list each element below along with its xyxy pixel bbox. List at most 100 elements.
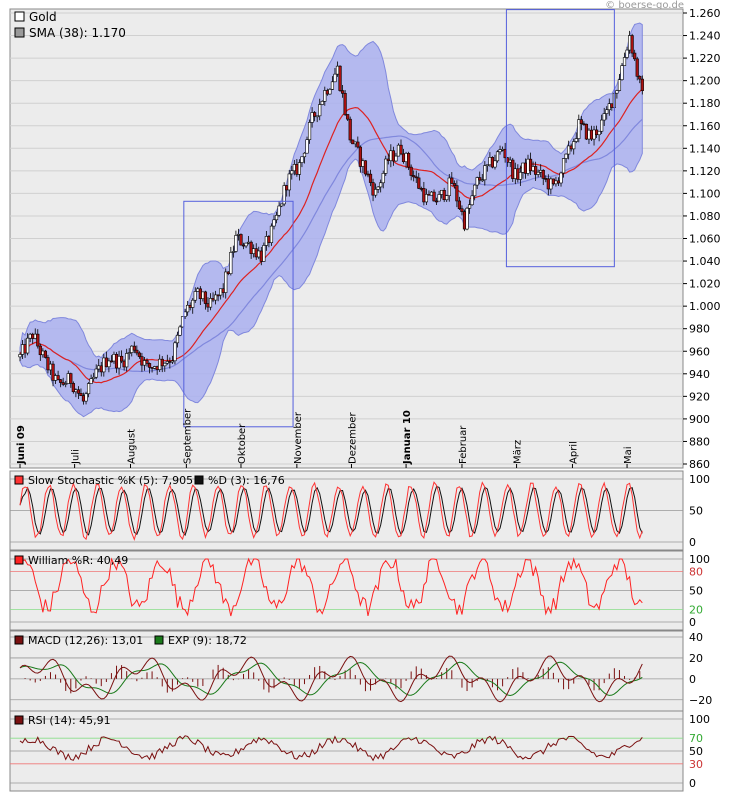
candle-body <box>307 122 312 140</box>
candle-body <box>254 248 258 258</box>
candle-body <box>305 139 309 154</box>
candle-body <box>239 234 243 246</box>
x-tick-label: Januar 10 <box>402 410 413 465</box>
candle-body <box>559 172 563 184</box>
candle-body <box>478 177 482 181</box>
candle-body <box>640 78 644 91</box>
candle-body <box>300 156 304 163</box>
candle-body <box>567 145 571 155</box>
candle-body <box>26 337 30 354</box>
legend-label: SMA (38): 1.170 <box>29 26 126 40</box>
candle-body <box>109 360 114 363</box>
candle-body <box>264 236 268 246</box>
candle-body <box>577 119 581 139</box>
candle-body <box>315 115 319 118</box>
candle-body <box>269 225 274 243</box>
candle-body <box>384 158 388 174</box>
candle-body <box>104 357 108 368</box>
candle-body <box>447 177 451 196</box>
candle-body <box>508 159 512 163</box>
candle-body <box>234 235 238 252</box>
x-tick-label: Mai <box>623 446 634 464</box>
candle-body <box>607 103 611 111</box>
candle-body <box>356 141 360 148</box>
candle-body <box>36 333 40 347</box>
candle-body <box>122 360 126 368</box>
y-tick-label: 0 <box>689 536 696 549</box>
candle-body <box>622 57 627 66</box>
candle-body <box>434 200 439 203</box>
candle-body <box>424 194 429 203</box>
candle-body <box>592 129 596 140</box>
stoch-k-line <box>19 481 643 542</box>
legend-swatch <box>154 635 164 645</box>
y-tick-label: 1.180 <box>689 97 721 110</box>
candle-body <box>526 158 530 174</box>
candle-body <box>285 185 289 191</box>
candle-body <box>140 356 144 366</box>
candle-body <box>615 90 619 94</box>
candle-body <box>53 375 58 381</box>
candle-body <box>546 178 550 190</box>
y-tick-label: 50 <box>689 505 703 518</box>
y-tick-label: 920 <box>689 390 710 403</box>
candle-body <box>61 382 65 385</box>
candle-body <box>630 35 634 54</box>
macd-line <box>19 655 643 703</box>
candle-body <box>638 76 642 80</box>
candle-body <box>371 182 375 196</box>
y-tick-label: 100 <box>689 713 710 726</box>
y-tick-label: 20 <box>689 652 703 665</box>
candle-body <box>600 119 604 132</box>
candle-body <box>490 157 495 168</box>
y-tick-label: 50 <box>689 745 703 758</box>
candle-body <box>241 244 246 247</box>
candle-body <box>399 144 403 155</box>
candle-body <box>310 112 314 123</box>
y-tick-label: 900 <box>689 413 710 426</box>
candle-body <box>41 350 45 356</box>
candle-body <box>594 129 599 136</box>
candle-body <box>196 288 200 292</box>
candle-body <box>224 271 228 293</box>
y-tick-label: 30 <box>689 758 703 771</box>
candle-body <box>442 189 446 201</box>
candle-body <box>325 90 329 95</box>
x-tick-label: November <box>293 411 304 464</box>
candle-body <box>92 376 96 379</box>
candle-body <box>165 361 169 364</box>
candle-body <box>38 345 42 356</box>
candle-body <box>627 35 632 51</box>
y-tick-label: 1.260 <box>689 7 721 20</box>
candle-body <box>437 194 441 202</box>
candle-body <box>142 360 147 366</box>
legend-label: MACD (12,26): 13,01 <box>28 634 143 647</box>
x-tick-label: Juli <box>71 449 82 465</box>
y-tick-label: 980 <box>689 323 710 336</box>
legend-label: Gold <box>29 10 57 24</box>
x-tick-label: Dezember <box>347 412 358 464</box>
candle-body <box>338 65 342 91</box>
candle-body <box>221 288 225 293</box>
candle-body <box>216 294 220 297</box>
candle-body <box>74 389 78 393</box>
rsi-line <box>19 735 643 762</box>
candle-body <box>135 349 139 354</box>
candle-body <box>226 271 230 274</box>
candle-body <box>84 393 88 402</box>
candle-body <box>64 383 68 385</box>
y-tick-label: 100 <box>689 473 710 486</box>
candle-body <box>343 93 347 115</box>
candle-body <box>549 178 553 190</box>
candle-body <box>386 158 390 161</box>
candle-body <box>605 109 609 114</box>
sma-20-line <box>19 88 643 384</box>
y-tick-label: 1.240 <box>689 30 721 43</box>
candle-body <box>457 200 462 210</box>
legend-swatch <box>14 11 25 22</box>
candle-body <box>340 90 345 94</box>
candle-body <box>495 151 500 162</box>
legend-label: EXP (9): 18,72 <box>168 634 247 647</box>
candle-body <box>584 123 589 140</box>
